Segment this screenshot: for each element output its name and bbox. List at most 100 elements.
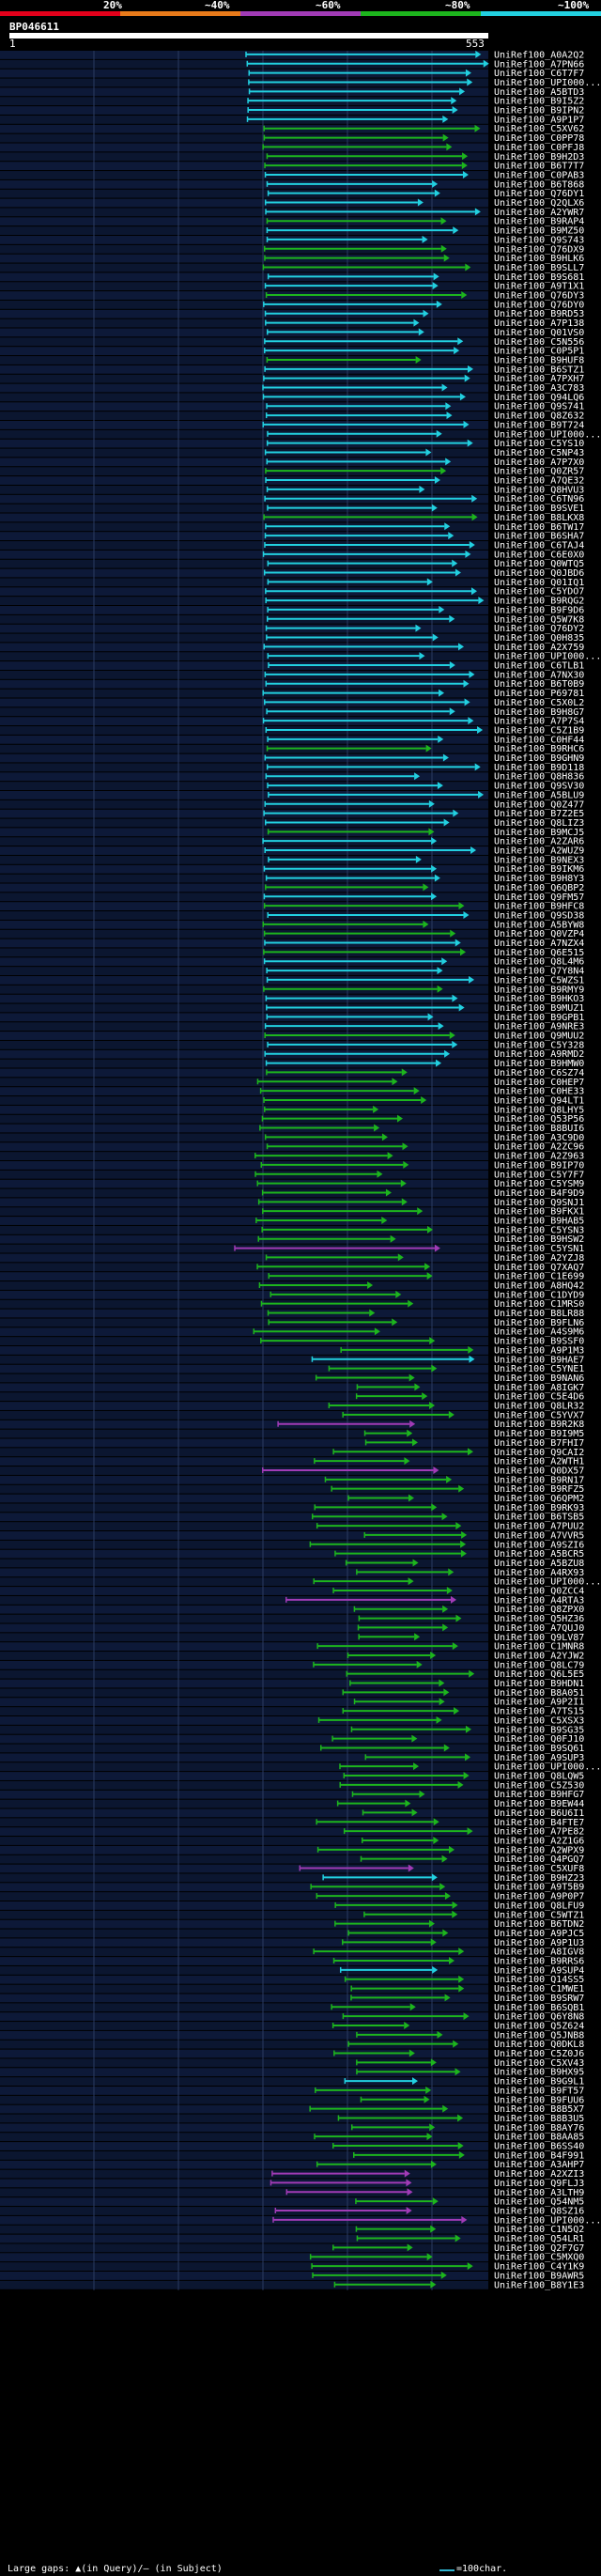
- hit-row[interactable]: UniRef100_Q9CAI2: [332, 1448, 584, 1458]
- hit-row[interactable]: UniRef100_B7FHI7: [364, 1438, 585, 1449]
- hit-row[interactable]: UniRef100_Q0VZP4: [263, 929, 585, 939]
- hit-row[interactable]: UniRef100_A9RMD2: [264, 1049, 584, 1060]
- hit-label[interactable]: UniRef100_C0PFJ8: [494, 143, 584, 153]
- hit-row[interactable]: UniRef100_C5XV62: [263, 124, 584, 134]
- hit-label[interactable]: UniRef100_Q7XAQ7: [494, 1263, 584, 1273]
- hit-row[interactable]: UniRef100_C5Z0J6: [333, 2049, 585, 2059]
- hit-label[interactable]: UniRef100_A5BLU9: [494, 790, 584, 800]
- hit-row[interactable]: UniRef100_B9RN17: [324, 1475, 584, 1485]
- hit-row[interactable]: UniRef100_C5WZS1: [266, 975, 585, 985]
- hit-label[interactable]: UniRef100_B9SRW7: [494, 1994, 584, 2004]
- hit-row[interactable]: UniRef100_B9MZ50: [266, 226, 584, 237]
- hit-label[interactable]: UniRef100_Q76DY3: [494, 291, 584, 302]
- hit-row[interactable]: UniRef100_B7Z2E5: [263, 809, 584, 819]
- hit-row[interactable]: UniRef100_Q7XAQ7: [256, 1263, 584, 1273]
- hit-row[interactable]: UniRef100_B9HSW2: [257, 1234, 584, 1245]
- hit-label[interactable]: UniRef100_Q6Y8N8: [494, 2012, 584, 2023]
- hit-label[interactable]: UniRef100_B9H2D3: [494, 152, 584, 163]
- hit-label[interactable]: UniRef100_C5XSX3: [494, 1715, 584, 1726]
- hit-row[interactable]: UniRef100_A7PN66: [246, 59, 584, 70]
- hit-label[interactable]: UniRef100_Q9MUU2: [494, 1032, 584, 1042]
- hit-row[interactable]: UniRef100_Q14SS5: [344, 1975, 585, 1985]
- hit-label[interactable]: UniRef100_A5BYW8: [494, 920, 584, 930]
- hit-row[interactable]: UniRef100_Q9FM57: [263, 892, 584, 903]
- hit-row[interactable]: UniRef100_A3LTH9: [285, 2188, 584, 2198]
- hit-row[interactable]: UniRef100_C5YSN3: [261, 1225, 584, 1235]
- hit-label[interactable]: UniRef100_Q0DX57: [494, 1466, 584, 1476]
- hit-label[interactable]: UniRef100_B6TW17: [494, 522, 584, 533]
- hit-label[interactable]: UniRef100_C1DYD9: [494, 1290, 584, 1300]
- hit-label[interactable]: UniRef100_A9RMD2: [494, 1049, 584, 1060]
- hit-label[interactable]: UniRef100_Q5JNB8: [494, 2030, 584, 2041]
- hit-label[interactable]: UniRef100_C6TAJ4: [494, 540, 584, 551]
- hit-label[interactable]: UniRef100_A9P0P7: [494, 1892, 584, 1902]
- hit-row[interactable]: UniRef100_Q9SD38: [267, 910, 584, 921]
- hit-row[interactable]: UniRef100_B9I9M5: [363, 1429, 585, 1439]
- hit-label[interactable]: UniRef100_B9HKO3: [494, 994, 584, 1004]
- hit-row[interactable]: UniRef100_Q8L4M6: [263, 957, 585, 968]
- hit-label[interactable]: UniRef100_B9I9M5: [494, 1429, 584, 1439]
- hit-label[interactable]: UniRef100_Q9LV87: [494, 1633, 584, 1643]
- hit-row[interactable]: UniRef100_Q9SV30: [267, 782, 584, 792]
- hit-label[interactable]: UniRef100_UPI000...: [494, 78, 601, 88]
- hit-label[interactable]: UniRef100_Q9CAI2: [494, 1448, 584, 1458]
- hit-row[interactable]: UniRef100_Q8Z632: [265, 411, 585, 422]
- hit-label[interactable]: UniRef100_C5N556: [494, 337, 584, 348]
- hit-row[interactable]: UniRef100_B8B5X7: [309, 2104, 584, 2115]
- hit-label[interactable]: UniRef100_A3C9D0: [494, 1133, 584, 1143]
- hit-row[interactable]: UniRef100_Q8LQW5: [343, 1772, 584, 1782]
- hit-row[interactable]: UniRef100_Q76DY1: [267, 189, 585, 199]
- hit-row[interactable]: UniRef100_B9D118: [266, 763, 585, 773]
- hit-label[interactable]: UniRef100_A2YJW2: [494, 1651, 584, 1661]
- hit-label[interactable]: UniRef100_B9GPB1: [494, 1013, 584, 1023]
- hit-label[interactable]: UniRef100_C5WTZ1: [494, 1910, 584, 1920]
- hit-row[interactable]: UniRef100_C5YDO7: [265, 587, 584, 597]
- hit-row[interactable]: UniRef100_B9GHN9: [264, 753, 584, 764]
- hit-row[interactable]: UniRef100_B9NAN6: [315, 1373, 585, 1384]
- hit-label[interactable]: UniRef100_B9MCJ5: [494, 828, 584, 838]
- hit-label[interactable]: UniRef100_C5YVX7: [494, 1410, 584, 1420]
- hit-label[interactable]: UniRef100_Q8LR32: [494, 1402, 584, 1412]
- hit-label[interactable]: UniRef100_B6TSB5: [494, 1513, 584, 1523]
- hit-row[interactable]: UniRef100_A8IGV8: [313, 1948, 584, 1958]
- hit-row[interactable]: UniRef100_B9FUU6: [360, 2095, 584, 2105]
- hit-row[interactable]: UniRef100_A7P7S4: [262, 717, 585, 727]
- hit-label[interactable]: UniRef100_C0P5P1: [494, 347, 584, 357]
- hit-label[interactable]: UniRef100_UPI000...: [494, 2215, 601, 2226]
- hit-row[interactable]: UniRef100_B6TDN2: [334, 1919, 584, 1930]
- hit-label[interactable]: UniRef100_A7P7X0: [494, 458, 584, 468]
- hit-row[interactable]: UniRef100_B9SVE1: [267, 504, 584, 514]
- hit-label[interactable]: UniRef100_C0PAB3: [494, 170, 584, 180]
- hit-label[interactable]: UniRef100_Q2QLX6: [494, 198, 584, 209]
- hit-label[interactable]: UniRef100_C6SZ74: [494, 1068, 584, 1079]
- hit-label[interactable]: UniRef100_Q0WTQ5: [494, 559, 584, 569]
- hit-row[interactable]: UniRef100_C0HE33: [259, 1087, 585, 1097]
- hit-row[interactable]: UniRef100_Q5HZ36: [358, 1614, 584, 1624]
- hit-row[interactable]: UniRef100_A9P1P7: [246, 115, 585, 125]
- hit-label[interactable]: UniRef100_C5Z1B9: [494, 725, 584, 736]
- hit-label[interactable]: UniRef100_B9FLN6: [494, 1318, 584, 1328]
- hit-row[interactable]: UniRef100_B6SS40: [332, 2142, 585, 2152]
- hit-row[interactable]: UniRef100_B9FT57: [315, 2086, 585, 2096]
- hit-row[interactable]: UniRef100_Q01IQ1: [267, 578, 584, 588]
- hit-row[interactable]: UniRef100_C5YS10: [266, 439, 585, 449]
- hit-label[interactable]: UniRef100_B9SQ61: [494, 1744, 584, 1754]
- hit-label[interactable]: UniRef100_A9P1U3: [494, 1938, 584, 1948]
- hit-row[interactable]: UniRef100_B9SRW7: [350, 1994, 584, 2004]
- hit-label[interactable]: UniRef100_C1MRS0: [494, 1299, 584, 1310]
- hit-row[interactable]: UniRef100_Q54NM5: [355, 2197, 584, 2208]
- hit-label[interactable]: UniRef100_Q8LHY5: [494, 1105, 584, 1115]
- hit-row[interactable]: UniRef100_B9AWR5: [312, 2271, 584, 2281]
- hit-label[interactable]: UniRef100_C5Z0J6: [494, 2049, 584, 2059]
- hit-row[interactable]: UniRef100_B9R2K8: [277, 1420, 584, 1430]
- hit-row[interactable]: UniRef100_B9HLK6: [264, 254, 584, 264]
- hit-label[interactable]: UniRef100_A9P2I1: [494, 1698, 584, 1708]
- hit-label[interactable]: UniRef100_A9NRE3: [494, 1022, 584, 1032]
- hit-label[interactable]: UniRef100_B9FKX1: [494, 1207, 584, 1218]
- hit-row[interactable]: UniRef100_B9HDN1: [349, 1679, 584, 1689]
- hit-label[interactable]: UniRef100_B6TDN2: [494, 1919, 584, 1930]
- hit-label[interactable]: UniRef100_A2WPX9: [494, 1845, 584, 1855]
- hit-row[interactable]: UniRef100_B9FLN6: [268, 1318, 584, 1328]
- hit-row[interactable]: UniRef100_Q53P56: [261, 1114, 584, 1125]
- hit-row[interactable]: UniRef100_A5BYW8: [262, 920, 584, 930]
